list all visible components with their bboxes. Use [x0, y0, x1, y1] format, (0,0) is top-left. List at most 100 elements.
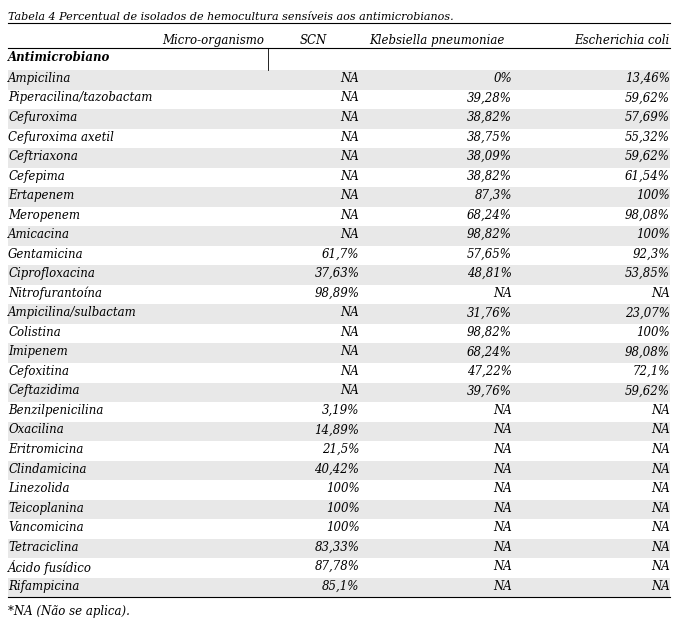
Text: Escherichia coli: Escherichia coli — [575, 34, 670, 47]
Text: NA: NA — [340, 91, 359, 104]
Text: NA: NA — [493, 423, 512, 436]
Text: 40,42%: 40,42% — [315, 463, 359, 476]
Text: Ácido fusídico: Ácido fusídico — [8, 560, 92, 575]
Text: Gentamicina: Gentamicina — [8, 247, 84, 260]
Bar — [8, 304, 670, 324]
Text: 38,09%: 38,09% — [467, 150, 512, 163]
Text: 39,76%: 39,76% — [467, 384, 512, 397]
Text: Imipenem: Imipenem — [8, 345, 68, 358]
Text: 92,3%: 92,3% — [633, 247, 670, 260]
Text: Ceftriaxona: Ceftriaxona — [8, 150, 78, 163]
Text: 68,24%: 68,24% — [467, 345, 512, 358]
Text: 14,89%: 14,89% — [315, 423, 359, 436]
Text: Tetraciclina: Tetraciclina — [8, 541, 79, 554]
Text: NA: NA — [493, 502, 512, 515]
Text: 59,62%: 59,62% — [625, 91, 670, 104]
Text: NA: NA — [340, 345, 359, 358]
Text: 31,76%: 31,76% — [467, 306, 512, 319]
Text: NA: NA — [493, 404, 512, 417]
Text: Ciprofloxacina: Ciprofloxacina — [8, 267, 95, 280]
Text: Ertapenem: Ertapenem — [8, 189, 75, 202]
Text: 100%: 100% — [325, 482, 359, 495]
Text: NA: NA — [651, 560, 670, 573]
Text: 100%: 100% — [325, 502, 359, 515]
Text: 53,85%: 53,85% — [625, 267, 670, 280]
Text: 23,07%: 23,07% — [625, 306, 670, 319]
Text: Benzilpenicilina: Benzilpenicilina — [8, 404, 104, 417]
Text: NA: NA — [493, 541, 512, 554]
Text: NA: NA — [651, 423, 670, 436]
Text: 38,75%: 38,75% — [467, 131, 512, 143]
Bar — [8, 578, 670, 597]
Text: Ampicilina/sulbactam: Ampicilina/sulbactam — [8, 306, 137, 319]
Text: Nitrofurantoína: Nitrofurantoína — [8, 286, 102, 300]
Text: 13,46%: 13,46% — [625, 72, 670, 85]
Text: Tabela 4 Percentual de isolados de hemocultura sensíveis aos antimicrobianos.: Tabela 4 Percentual de isolados de hemoc… — [8, 12, 454, 22]
Text: 0%: 0% — [494, 72, 512, 85]
Bar — [8, 383, 670, 402]
Text: NA: NA — [493, 443, 512, 456]
Text: NA: NA — [340, 365, 359, 378]
Text: NA: NA — [651, 580, 670, 593]
Text: NA: NA — [340, 384, 359, 397]
Text: 100%: 100% — [636, 326, 670, 339]
Text: Oxacilina: Oxacilina — [8, 423, 64, 436]
Text: 57,65%: 57,65% — [467, 247, 512, 260]
Text: Micro-organismo: Micro-organismo — [163, 34, 264, 47]
Text: NA: NA — [493, 482, 512, 495]
Text: 57,69%: 57,69% — [625, 111, 670, 124]
Bar — [8, 265, 670, 285]
Text: NA: NA — [340, 169, 359, 182]
Bar — [8, 109, 670, 128]
Text: 98,08%: 98,08% — [625, 208, 670, 221]
Text: 37,63%: 37,63% — [315, 267, 359, 280]
Text: 85,1%: 85,1% — [322, 580, 359, 593]
Text: Colistina: Colistina — [8, 326, 61, 339]
Text: NA: NA — [651, 502, 670, 515]
Text: NA: NA — [651, 443, 670, 456]
Text: 98,08%: 98,08% — [625, 345, 670, 358]
Text: *NA (Não se aplica).: *NA (Não se aplica). — [8, 605, 130, 618]
Text: Clindamicina: Clindamicina — [8, 463, 87, 476]
Text: 87,78%: 87,78% — [315, 560, 359, 573]
Text: NA: NA — [340, 131, 359, 143]
Text: Antimicrobiano: Antimicrobiano — [8, 51, 111, 64]
Text: 61,54%: 61,54% — [625, 169, 670, 182]
Text: Cefuroxima: Cefuroxima — [8, 111, 77, 124]
Text: NA: NA — [651, 482, 670, 495]
Text: Ampicilina: Ampicilina — [8, 72, 71, 85]
Text: NA: NA — [340, 208, 359, 221]
Text: 87,3%: 87,3% — [475, 189, 512, 202]
Text: 39,28%: 39,28% — [467, 91, 512, 104]
Text: 55,32%: 55,32% — [625, 131, 670, 143]
Text: Cefepima: Cefepima — [8, 169, 65, 182]
Text: 100%: 100% — [636, 228, 670, 241]
Text: 61,7%: 61,7% — [322, 247, 359, 260]
Text: 100%: 100% — [325, 521, 359, 534]
Text: NA: NA — [340, 306, 359, 319]
Text: NA: NA — [651, 541, 670, 554]
Text: Eritromicina: Eritromicina — [8, 443, 83, 456]
Text: NA: NA — [340, 326, 359, 339]
Text: Vancomicina: Vancomicina — [8, 521, 84, 534]
Text: NA: NA — [340, 111, 359, 124]
Text: 21,5%: 21,5% — [322, 443, 359, 456]
Bar — [8, 148, 670, 167]
Text: Piperacilina/tazobactam: Piperacilina/tazobactam — [8, 91, 153, 104]
Text: NA: NA — [340, 189, 359, 202]
Bar — [8, 70, 670, 90]
Text: 100%: 100% — [636, 189, 670, 202]
Text: Amicacina: Amicacina — [8, 228, 70, 241]
Text: NA: NA — [493, 463, 512, 476]
Text: 68,24%: 68,24% — [467, 208, 512, 221]
Text: NA: NA — [651, 463, 670, 476]
Text: Ceftazidima: Ceftazidima — [8, 384, 79, 397]
Text: 47,22%: 47,22% — [467, 365, 512, 378]
Text: NA: NA — [493, 521, 512, 534]
Text: 83,33%: 83,33% — [315, 541, 359, 554]
Text: NA: NA — [493, 580, 512, 593]
Text: SCN: SCN — [300, 34, 327, 47]
Text: 72,1%: 72,1% — [633, 365, 670, 378]
Text: Meropenem: Meropenem — [8, 208, 80, 221]
Bar — [8, 226, 670, 246]
